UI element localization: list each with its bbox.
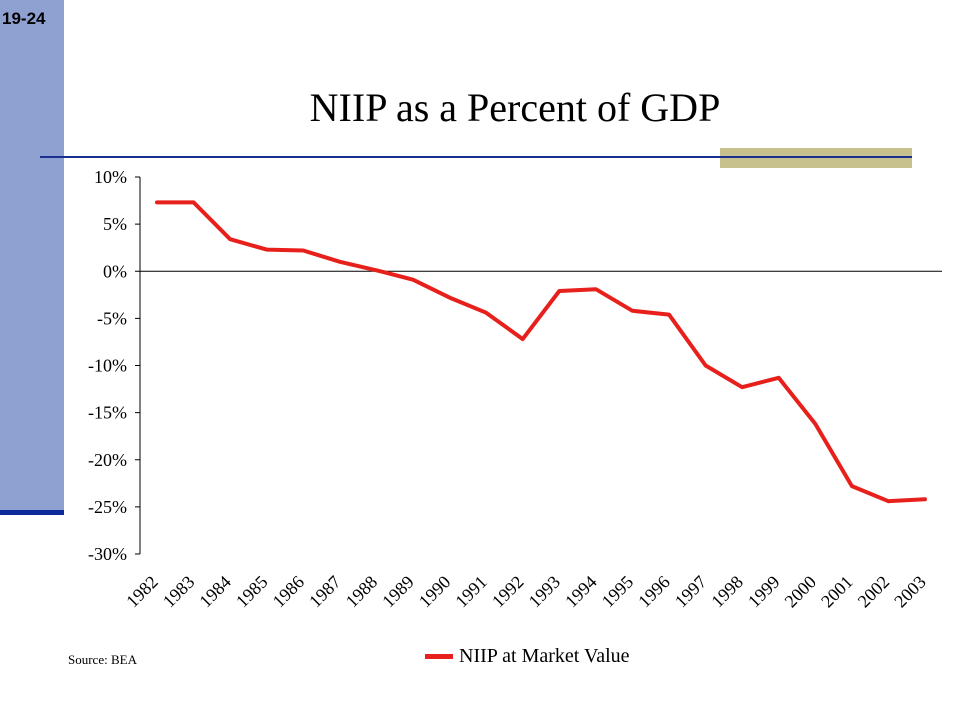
title-rule (40, 156, 912, 158)
x-tick-label: 1982 (122, 572, 162, 612)
x-tick-label: 2000 (781, 572, 821, 612)
sidebar-band (0, 0, 64, 512)
x-tick-label: 1988 (342, 572, 382, 612)
x-tick-label: 1994 (561, 572, 601, 612)
x-tick-label: 1987 (305, 572, 345, 612)
x-tick-label: 1992 (488, 572, 528, 612)
y-tick-label: -25% (88, 497, 127, 517)
y-tick-label: 10% (94, 167, 127, 187)
x-tick-label: 1983 (159, 572, 199, 612)
legend: NIIP at Market Value (425, 645, 630, 668)
x-tick-label: 1998 (707, 572, 747, 612)
x-tick-label: 1993 (525, 572, 565, 612)
x-tick-label: 1984 (195, 572, 235, 612)
x-tick-label: 1991 (451, 572, 491, 612)
y-tick-label: -20% (88, 450, 127, 470)
series-line (155, 200, 927, 504)
y-tick-label: -15% (88, 403, 127, 423)
x-tick-label: 1985 (232, 572, 272, 612)
y-tick-label: 5% (103, 214, 127, 234)
source-note: Source: BEA (68, 652, 137, 667)
legend-swatch (425, 654, 453, 659)
x-tick-label: 2003 (890, 572, 930, 612)
legend-label: NIIP at Market Value (459, 645, 630, 667)
x-tick-label: 1989 (378, 572, 418, 612)
slide-number: 19-24 (2, 9, 46, 28)
y-tick-label: -10% (88, 356, 127, 376)
x-tick-label: 1995 (598, 572, 638, 612)
x-tick-label: 1999 (744, 572, 784, 612)
x-tick-label: 1990 (415, 572, 455, 612)
sidebar-bottom-rule (0, 510, 64, 515)
y-tick-label: 0% (103, 261, 127, 281)
y-tick-label: -5% (97, 308, 127, 328)
x-tick-label: 2001 (817, 572, 857, 612)
x-tick-label: 2002 (854, 572, 894, 612)
accent-box (720, 148, 912, 168)
chart-title: NIIP as a Percent of GDP (309, 85, 721, 130)
x-tick-label: 1997 (671, 572, 711, 612)
y-tick-label: -30% (88, 544, 127, 564)
x-tick-label: 1996 (634, 572, 674, 612)
x-tick-label: 1986 (269, 572, 309, 612)
